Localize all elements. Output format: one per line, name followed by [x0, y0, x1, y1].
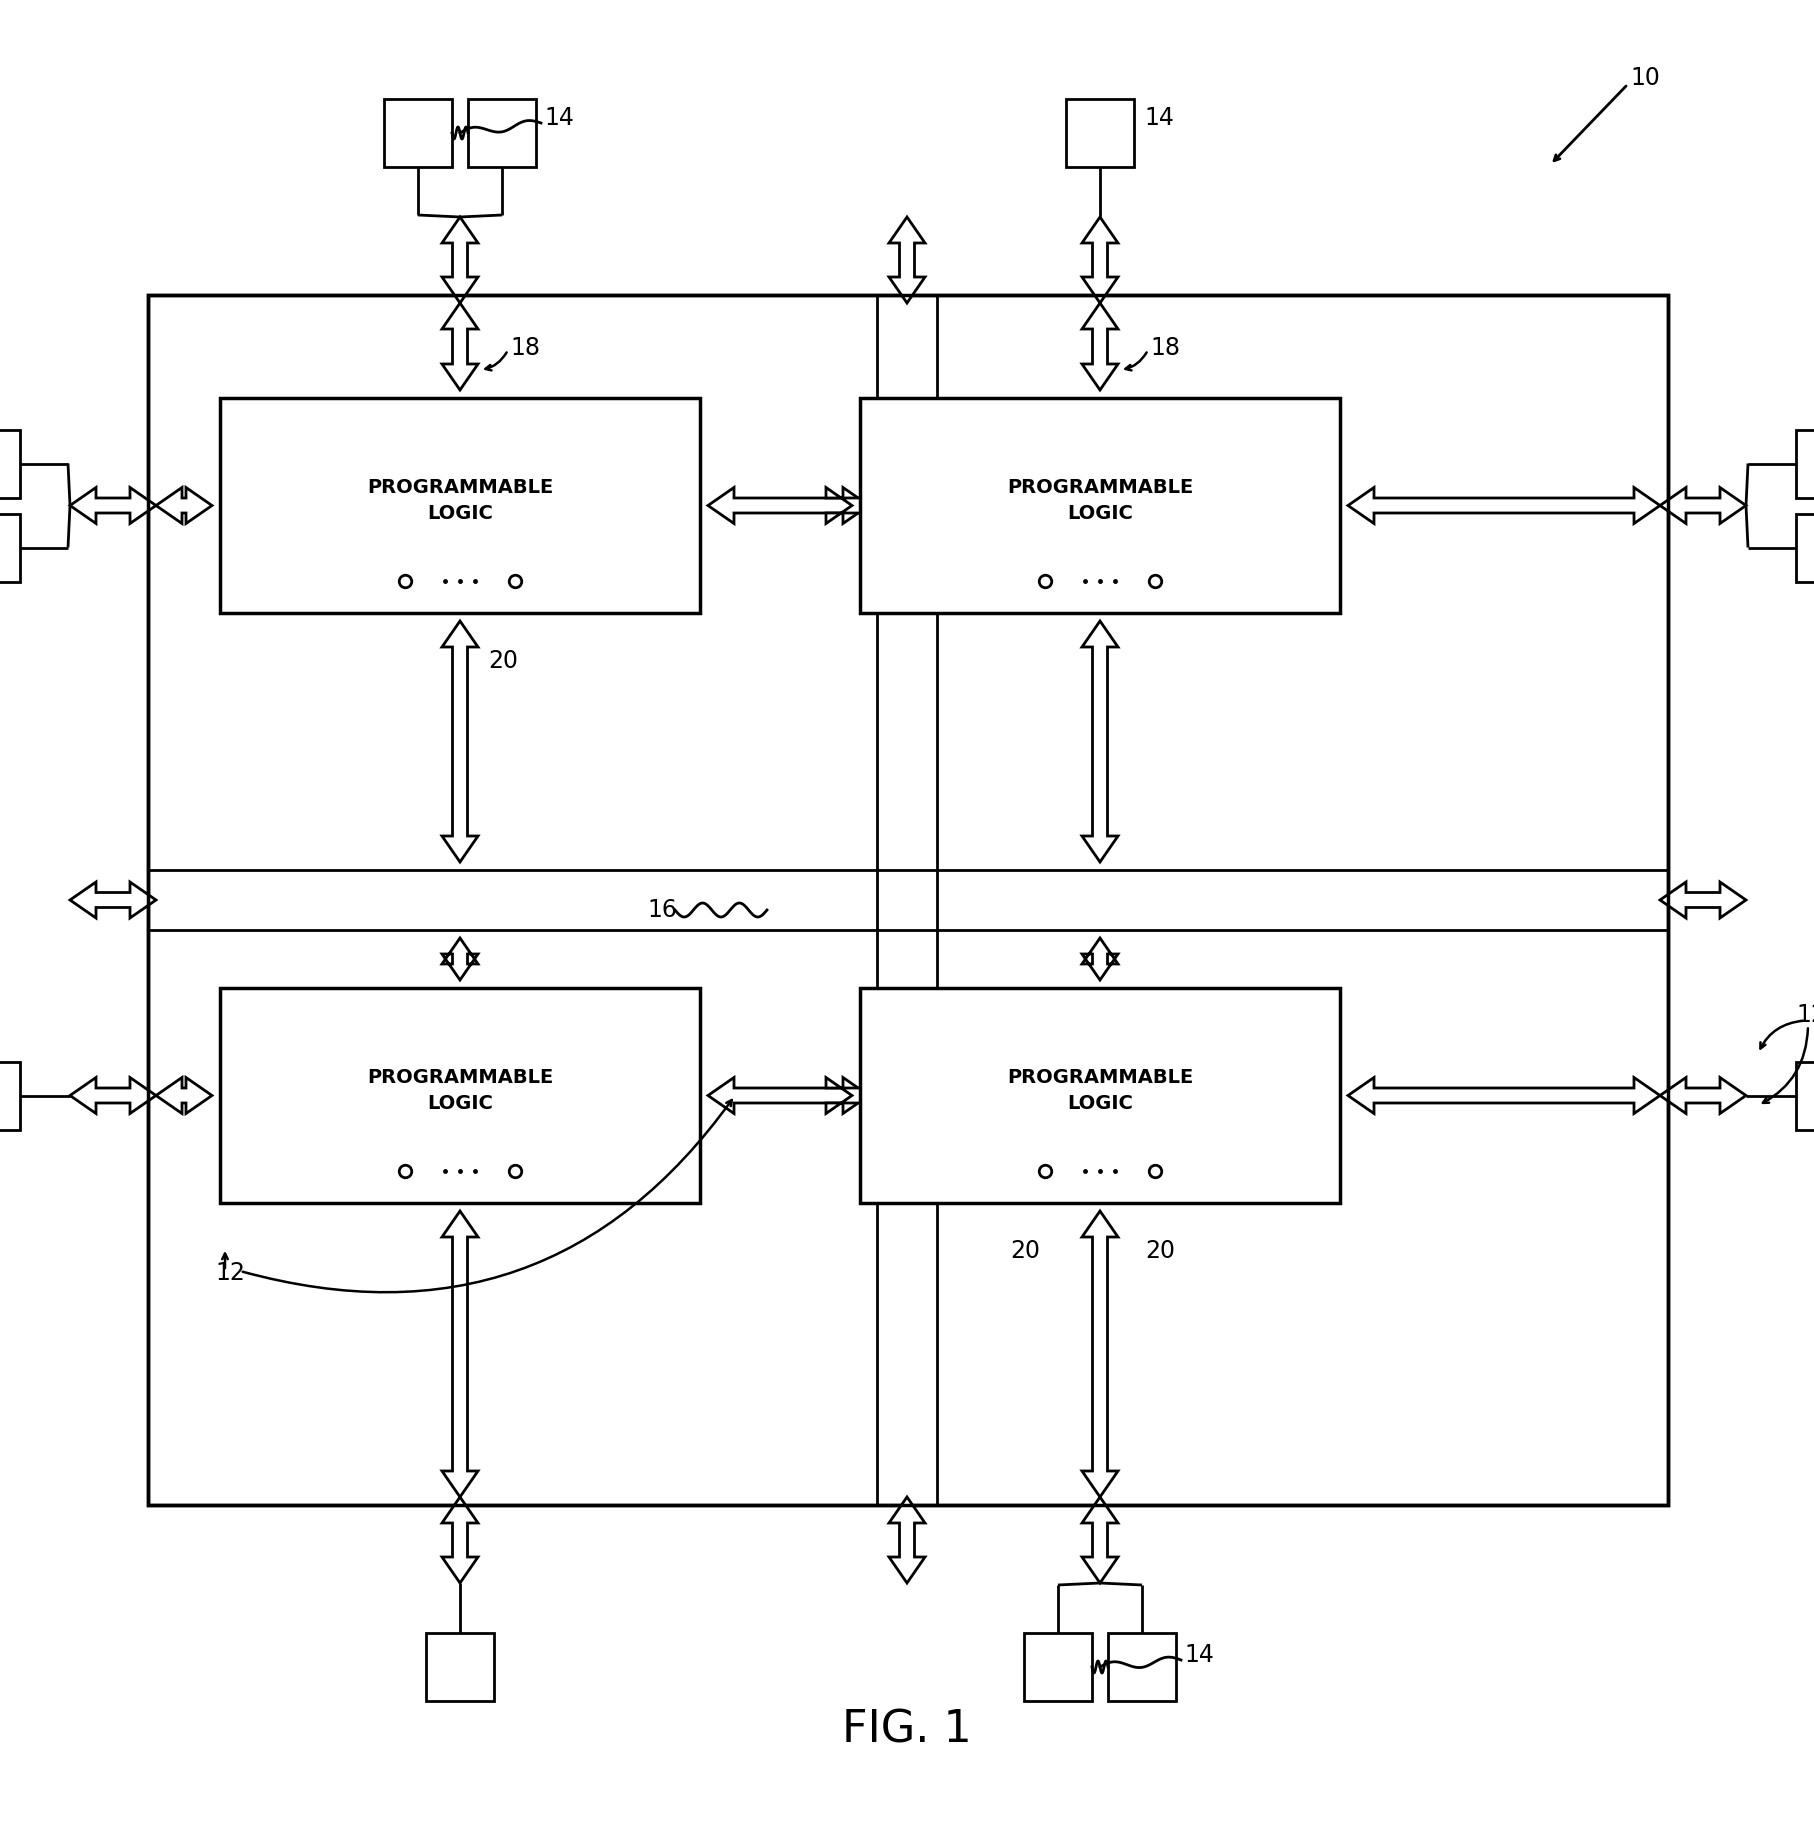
- Bar: [860, 989, 1339, 1204]
- Text: LOGIC: LOGIC: [1067, 1094, 1132, 1114]
- Bar: [219, 989, 700, 1204]
- Text: LOGIC: LOGIC: [426, 504, 493, 524]
- Bar: [1107, 1632, 1175, 1700]
- Text: FIG. 1: FIG. 1: [842, 1709, 970, 1752]
- Polygon shape: [1660, 487, 1745, 524]
- Bar: [219, 399, 700, 614]
- Polygon shape: [1081, 1496, 1117, 1583]
- Bar: [860, 399, 1339, 614]
- Bar: [0, 1062, 20, 1130]
- Polygon shape: [443, 1211, 477, 1496]
- Polygon shape: [156, 1077, 212, 1114]
- Polygon shape: [443, 937, 477, 980]
- Text: 18: 18: [510, 336, 541, 360]
- Polygon shape: [71, 882, 156, 917]
- Bar: [0, 430, 20, 498]
- Text: 14: 14: [1183, 1643, 1214, 1667]
- Polygon shape: [443, 1496, 477, 1583]
- Text: 14: 14: [1143, 107, 1174, 130]
- Bar: [149, 296, 1667, 1505]
- Text: PROGRAMMABLE: PROGRAMMABLE: [366, 478, 553, 496]
- Text: PROGRAMMABLE: PROGRAMMABLE: [1007, 1068, 1192, 1086]
- Polygon shape: [1660, 1077, 1745, 1114]
- Text: 18: 18: [1150, 336, 1179, 360]
- Polygon shape: [1081, 937, 1117, 980]
- Text: PROGRAMMABLE: PROGRAMMABLE: [1007, 478, 1192, 496]
- Text: 16: 16: [646, 899, 677, 923]
- Polygon shape: [825, 1077, 970, 1114]
- Text: 20: 20: [1145, 1239, 1174, 1263]
- Text: 14: 14: [544, 107, 573, 130]
- Polygon shape: [1660, 882, 1745, 917]
- Polygon shape: [1081, 217, 1117, 303]
- Text: LOGIC: LOGIC: [426, 1094, 493, 1114]
- Polygon shape: [889, 217, 925, 303]
- Bar: [385, 99, 452, 167]
- Polygon shape: [1348, 1077, 1660, 1114]
- Polygon shape: [71, 1077, 156, 1114]
- Text: 10: 10: [1629, 66, 1660, 90]
- Polygon shape: [443, 621, 477, 862]
- Polygon shape: [1081, 1211, 1117, 1496]
- Text: 12: 12: [214, 1261, 245, 1285]
- Polygon shape: [707, 1077, 869, 1114]
- Polygon shape: [1081, 621, 1117, 862]
- Text: 12: 12: [1796, 1004, 1814, 1027]
- Bar: [149, 296, 1667, 1505]
- Bar: [0, 513, 20, 581]
- Polygon shape: [71, 487, 156, 524]
- Polygon shape: [1081, 303, 1117, 390]
- Polygon shape: [707, 487, 869, 524]
- Polygon shape: [889, 1496, 925, 1583]
- Text: 20: 20: [1009, 1239, 1039, 1263]
- Bar: [468, 99, 535, 167]
- Polygon shape: [825, 487, 970, 524]
- Bar: [1023, 1632, 1092, 1700]
- Text: LOGIC: LOGIC: [1067, 504, 1132, 524]
- Bar: [1796, 1062, 1814, 1130]
- Polygon shape: [156, 487, 212, 524]
- Polygon shape: [443, 217, 477, 303]
- Text: 20: 20: [488, 649, 517, 673]
- Bar: [1796, 430, 1814, 498]
- Bar: [1065, 99, 1134, 167]
- Polygon shape: [1348, 487, 1660, 524]
- Bar: [426, 1632, 493, 1700]
- Text: PROGRAMMABLE: PROGRAMMABLE: [366, 1068, 553, 1086]
- Polygon shape: [443, 303, 477, 390]
- Bar: [1796, 513, 1814, 581]
